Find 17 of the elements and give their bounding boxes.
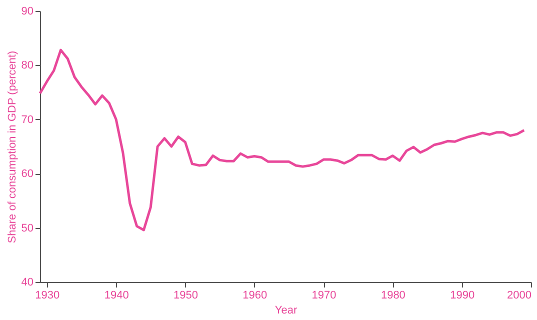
y-tick-label: 80 [21,60,34,72]
line-series [38,48,526,232]
y-tick-label: 60 [21,168,34,180]
x-tick-label: 1980 [380,290,406,302]
x-tick-label: 1950 [173,290,198,302]
y-tick-label: 50 [21,222,34,234]
x-tick-label: 1990 [450,290,475,302]
x-tick-label: 2000 [507,290,532,302]
x-tick-label: 1960 [242,290,268,302]
x-tick-label: 1940 [104,290,129,302]
x-axis-title: Year [274,304,298,316]
x-tick-label: 1970 [312,290,336,302]
y-tick-label: 40 [21,276,34,288]
y-axis-title: Share of consumption in GDP (percent) [6,50,18,244]
x-tick-label: 1930 [35,290,60,302]
y-tick-label: 90 [21,6,34,18]
y-tick-label: 70 [21,114,34,126]
